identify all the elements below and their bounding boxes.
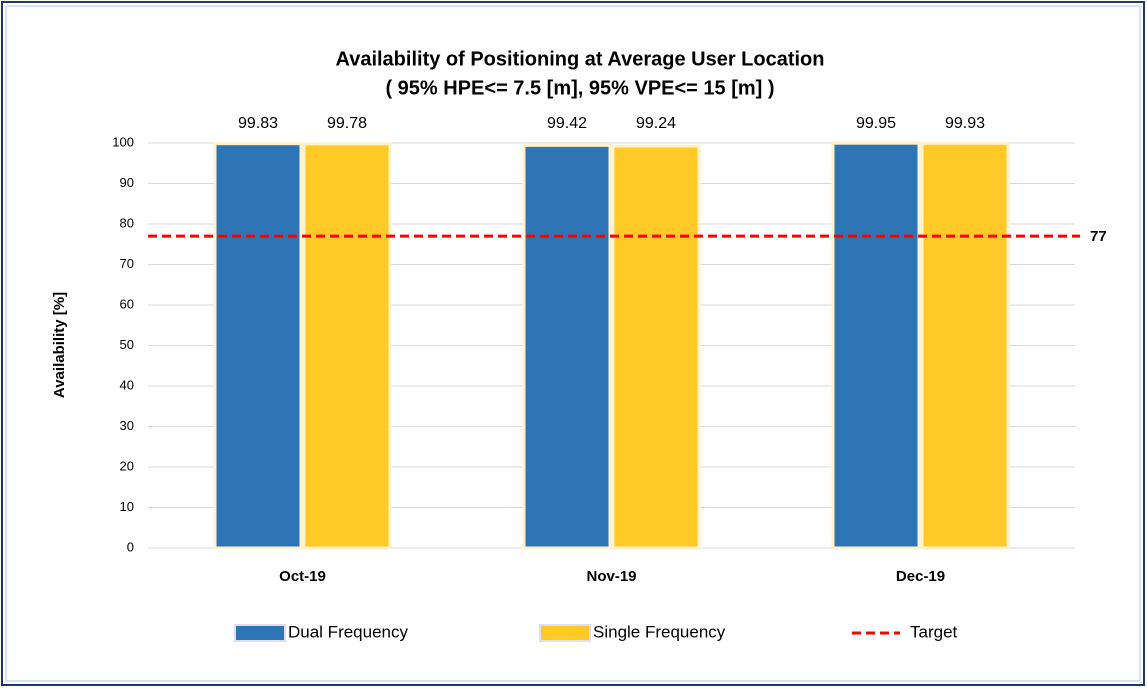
target-label: 77 [1090, 228, 1107, 245]
x-tick-label: Oct-19 [279, 568, 326, 585]
y-tick-label: 100 [112, 134, 134, 149]
bar [522, 143, 612, 550]
legend-label: Single Frequency [593, 622, 726, 641]
y-tick-label: 70 [120, 256, 134, 271]
value-label: 99.93 [945, 115, 985, 132]
y-tick-label: 50 [120, 337, 134, 352]
y-tick-label: 40 [120, 377, 134, 392]
chart-title: Availability of Positioning at Average U… [336, 48, 825, 70]
value-label: 99.24 [636, 115, 676, 132]
x-tick-label: Dec-19 [896, 568, 945, 585]
bar [611, 144, 701, 550]
y-tick-label: 80 [120, 215, 134, 230]
y-tick-label: 60 [120, 296, 134, 311]
x-tick-label: Nov-19 [586, 568, 636, 585]
y-tick-label: 90 [120, 175, 134, 190]
inner-frame [5, 5, 1141, 682]
legend-swatch [234, 624, 286, 642]
y-tick-label: 30 [120, 418, 134, 433]
y-tick-label: 20 [120, 458, 134, 473]
y-tick-label: 10 [120, 499, 134, 514]
legend-label: Dual Frequency [288, 622, 409, 641]
bar [920, 141, 1010, 550]
value-label: 99.42 [547, 115, 587, 132]
y-tick-label: 0 [127, 539, 134, 554]
y-axis-label: Availability [%] [51, 292, 68, 398]
value-label: 99.78 [327, 115, 367, 132]
bar [831, 141, 921, 550]
value-label: 99.95 [856, 115, 896, 132]
bar [213, 142, 303, 550]
chart-subtitle: ( 95% HPE<= 7.5 [m], 95% VPE<= 15 [m] ) [385, 77, 774, 99]
legend-label: Target [910, 622, 958, 641]
legend-swatch [539, 624, 591, 642]
value-label: 99.83 [238, 115, 278, 132]
bar [302, 142, 392, 550]
